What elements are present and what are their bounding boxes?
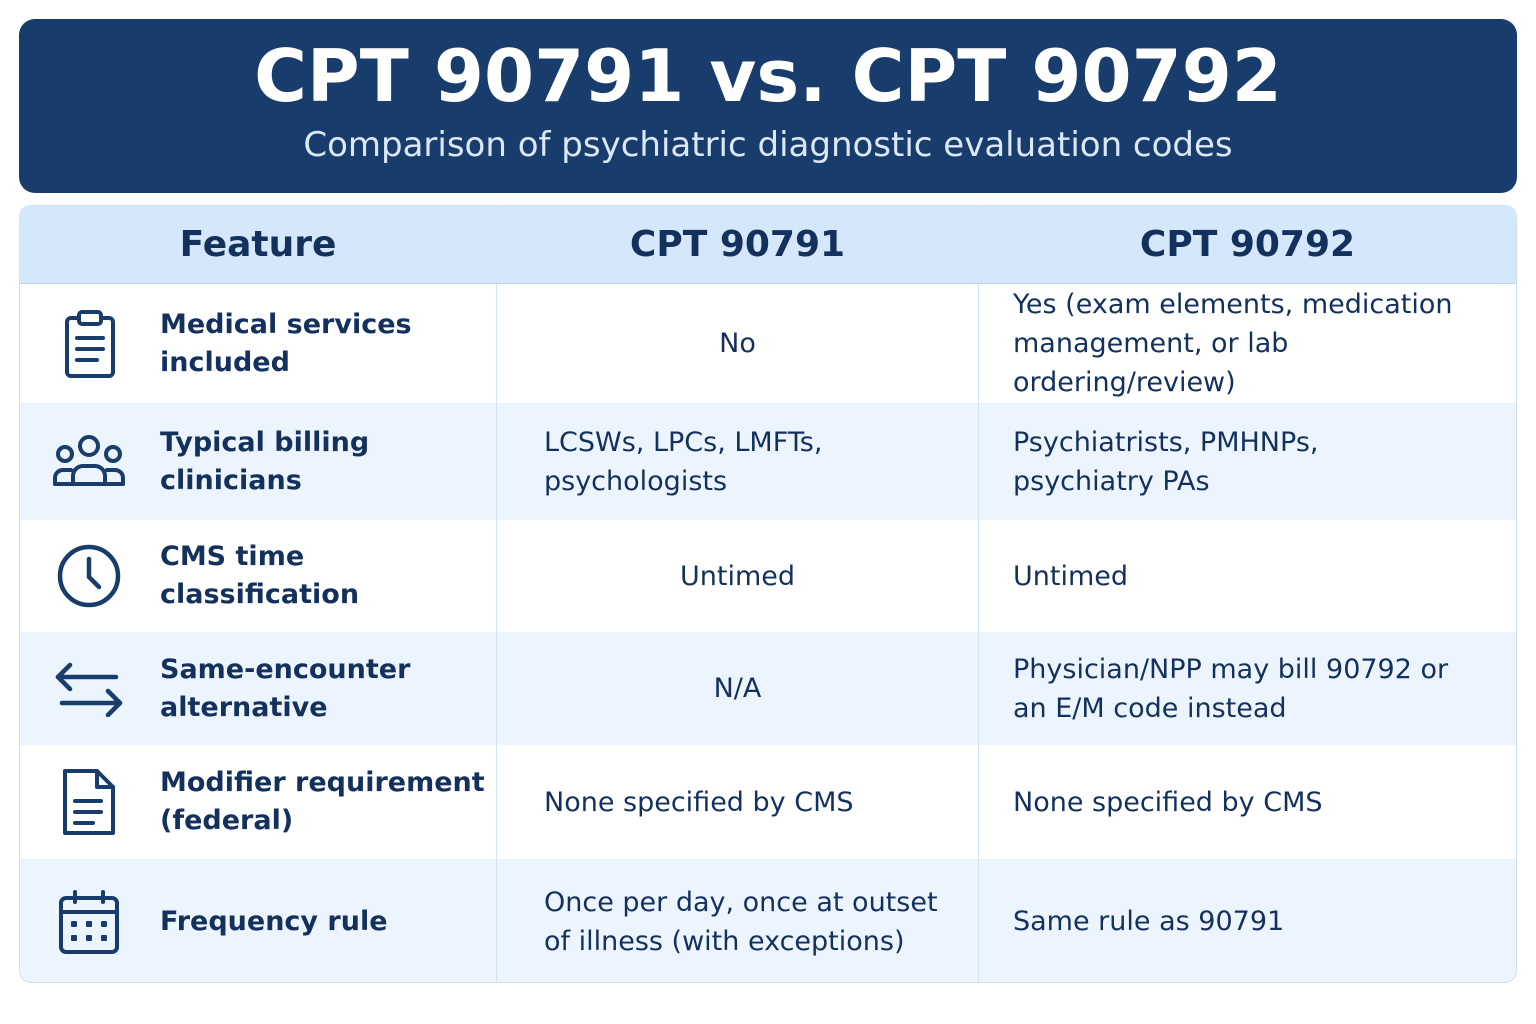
table-row: Frequency rule Once per day, once at out… xyxy=(20,859,1516,982)
cpt-90792-value: Untimed xyxy=(1013,560,1129,592)
cpt-90792-value: Same rule as 90791 xyxy=(1013,906,1285,937)
document-icon xyxy=(50,763,128,841)
table-row: CMS time classification Untimed Untimed xyxy=(20,520,1516,632)
feature-label: Medical services included xyxy=(160,308,412,378)
table-row: Modifier requirement (federal) None spec… xyxy=(20,745,1516,859)
people-group-icon xyxy=(50,423,128,501)
page-subtitle: Comparison of psychiatric diagnostic eva… xyxy=(303,125,1233,165)
table-row: Medical services included No Yes (exam e… xyxy=(20,284,1516,403)
table-header-row: Feature CPT 90791 CPT 90792 xyxy=(20,206,1516,284)
clock-icon xyxy=(50,537,128,615)
header-cpt-90792: CPT 90792 xyxy=(1139,224,1356,265)
cpt-90791-value: Untimed xyxy=(679,560,795,592)
table-row: Same-encounter alternative N/A Physician… xyxy=(20,632,1516,745)
cpt-90791-value: LCSWs, LPCs, LMFTs, psychologists xyxy=(544,426,823,497)
header-cpt-90791: CPT 90791 xyxy=(497,206,979,283)
feature-label: Frequency rule xyxy=(160,905,388,937)
comparison-table: Feature CPT 90791 CPT 90792 Medical serv… xyxy=(19,205,1517,983)
clipboard-icon xyxy=(50,305,128,383)
feature-label: Typical billing clinicians xyxy=(160,426,370,496)
cpt-90791-value: None specified by CMS xyxy=(544,786,854,818)
cpt-90791-value: Once per day, once at outset of illness … xyxy=(544,886,938,957)
header-feature: Feature xyxy=(20,206,497,283)
table-row: Typical billing clinicians LCSWs, LPCs, … xyxy=(20,403,1516,520)
cpt-90792-value: None specified by CMS xyxy=(1013,786,1323,818)
calendar-icon xyxy=(50,883,128,961)
cpt-90792-value: Physician/NPP may bill 90792 or an E/M c… xyxy=(1013,653,1449,724)
page-title: CPT 90791 vs. CPT 90792 xyxy=(254,34,1282,118)
feature-label: Modifier requirement (federal) xyxy=(160,767,485,836)
cpt-90791-value: N/A xyxy=(713,673,762,704)
cpt-90791-value: No xyxy=(719,328,756,359)
title-banner: CPT 90791 vs. CPT 90792 Comparison of ps… xyxy=(19,19,1517,193)
swap-arrows-icon xyxy=(50,650,128,728)
feature-label: Same-encounter alternative xyxy=(160,653,411,723)
cpt-90792-value: Psychiatrists, PMHNPs, psychiatry PAs xyxy=(1013,426,1319,497)
cpt-90792-value: Yes (exam elements, medication managemen… xyxy=(1013,289,1453,398)
feature-label: CMS time classification xyxy=(160,541,360,610)
